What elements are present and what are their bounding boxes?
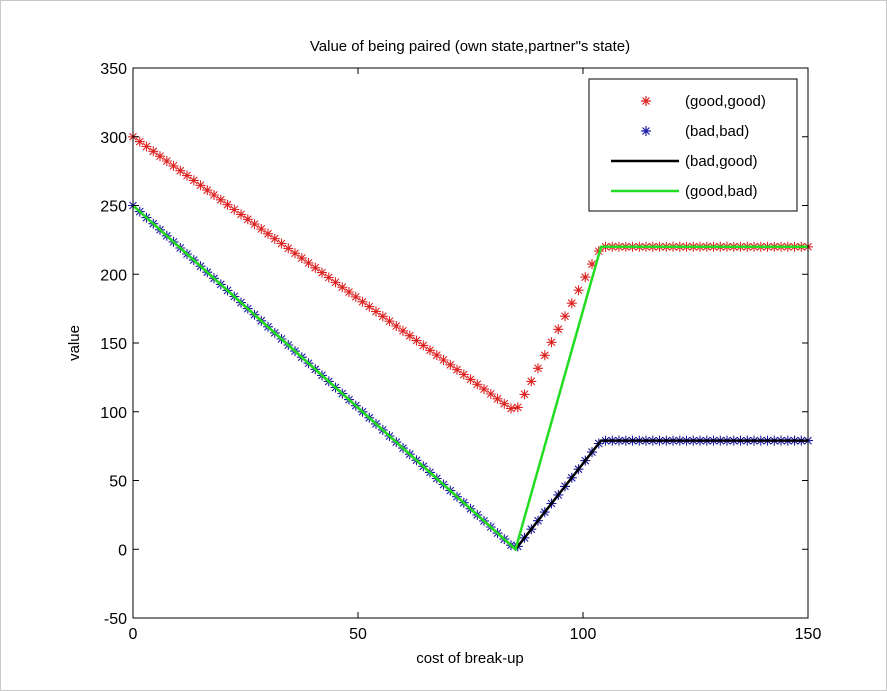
series-good-good-marker	[222, 199, 233, 210]
x-tick-label: 0	[129, 626, 138, 643]
legend-marker-good-good	[641, 96, 651, 106]
series-good-good-marker	[506, 403, 516, 414]
series-good-good-marker	[344, 287, 354, 297]
series-good-good-marker	[337, 282, 348, 293]
series-good-good-marker	[296, 253, 307, 264]
y-tick-label: 50	[109, 474, 127, 491]
series-good-good-marker	[418, 340, 429, 351]
series-good-good-marker	[472, 379, 483, 390]
chart-title: Value of being paired (own state,partner…	[310, 38, 630, 55]
series-good-good-marker	[479, 384, 489, 395]
y-tick-label: 250	[100, 199, 127, 216]
y-tick-label: 350	[100, 61, 127, 78]
y-tick-label: 150	[100, 336, 127, 353]
series-good-good-marker	[209, 190, 219, 200]
series-good-good-marker	[539, 350, 550, 361]
series-good-good-marker	[465, 374, 476, 385]
series-good-good-marker	[526, 376, 537, 387]
y-tick-label: -50	[104, 611, 127, 628]
series-good-good-marker	[256, 224, 267, 234]
y-tick-label: 100	[100, 405, 127, 422]
x-tick-label: 150	[795, 626, 822, 643]
series-good-good-marker	[249, 219, 260, 230]
legend-label-bad-bad: (bad,bad)	[685, 123, 749, 140]
series-good-good-marker	[485, 389, 496, 399]
series-good-bad-line	[132, 204, 808, 552]
series-good-good-marker	[546, 337, 557, 348]
series-good-good-marker	[512, 402, 523, 413]
series-good-good-marker	[141, 141, 152, 152]
series-good-good-marker	[580, 272, 591, 283]
series-good-good-marker	[384, 316, 395, 327]
x-tick-label: 100	[570, 626, 597, 643]
series-good-good-marker	[411, 335, 422, 346]
series-good-good-marker	[587, 259, 597, 270]
series-good-good-marker	[458, 369, 469, 380]
series-good-good-marker	[519, 389, 530, 400]
series-good-good-marker	[391, 321, 402, 331]
series-good-good-marker	[236, 209, 246, 220]
series-good-good-marker	[553, 324, 564, 335]
series-good-good-marker	[276, 238, 287, 249]
series-good-good-marker	[182, 170, 192, 181]
series-good-good-marker	[310, 262, 321, 273]
series-good-good-marker	[188, 175, 199, 186]
series-good-good-marker	[148, 146, 159, 157]
series-good-good-marker	[398, 325, 408, 336]
series-good-good-marker	[134, 136, 145, 147]
y-tick-label: 300	[100, 130, 127, 147]
series-good-good-marker	[533, 363, 543, 374]
series-good-good-marker	[371, 306, 381, 317]
series-good-good-marker	[438, 355, 449, 365]
y-tick-label: 200	[100, 267, 127, 284]
series-good-good-marker	[242, 214, 253, 225]
series-good-good-marker	[229, 204, 240, 215]
legend-label-bad-good: (bad,good)	[685, 153, 758, 170]
series-good-good-marker	[195, 180, 206, 191]
series-good-good-marker	[377, 311, 388, 322]
x-tick-label: 50	[349, 626, 367, 643]
series-good-good-marker	[350, 291, 361, 302]
series-good-good-marker	[323, 272, 334, 283]
series-good-good-marker	[263, 228, 273, 239]
series-good-good-marker	[573, 285, 584, 296]
series-good-good-marker	[364, 301, 375, 312]
series-good-good-marker	[404, 330, 415, 341]
legend-label-good-bad: (good,bad)	[685, 183, 758, 200]
y-axis-label: value	[66, 325, 83, 361]
series-good-good-marker	[168, 160, 179, 171]
series-good-good-marker	[161, 156, 172, 166]
series-good-good-marker	[357, 296, 368, 307]
series-good-good-marker	[566, 298, 577, 309]
series-good-good-marker	[492, 393, 503, 404]
series-good-good-marker	[452, 364, 462, 375]
legend-marker-bad-bad	[641, 126, 651, 136]
series-good-good-marker	[269, 233, 280, 244]
series-good-good-marker	[215, 194, 226, 205]
series-good-good-marker	[445, 359, 456, 370]
series-good-good-marker	[330, 277, 341, 288]
series-good-good-marker	[283, 243, 294, 254]
series-good-good-marker	[317, 267, 327, 278]
series-good-good-marker	[499, 398, 510, 409]
series-good-good-marker	[290, 248, 300, 259]
y-tick-label: 0	[118, 542, 127, 559]
series-good-good-marker	[202, 185, 213, 196]
series-good-good-marker	[303, 257, 314, 268]
x-axis-label: cost of break-up	[416, 650, 524, 667]
series-good-good-marker	[425, 345, 435, 356]
series-good-good-marker	[175, 165, 186, 176]
series-good-good-marker	[560, 311, 570, 322]
legend: (good,good) (bad,bad) (bad,good) (good,bad)	[588, 78, 798, 212]
series-good-good-marker	[155, 151, 165, 162]
legend-box	[588, 78, 798, 212]
legend-label-good-good: (good,good)	[685, 93, 766, 110]
series-good-good-marker	[431, 350, 442, 361]
